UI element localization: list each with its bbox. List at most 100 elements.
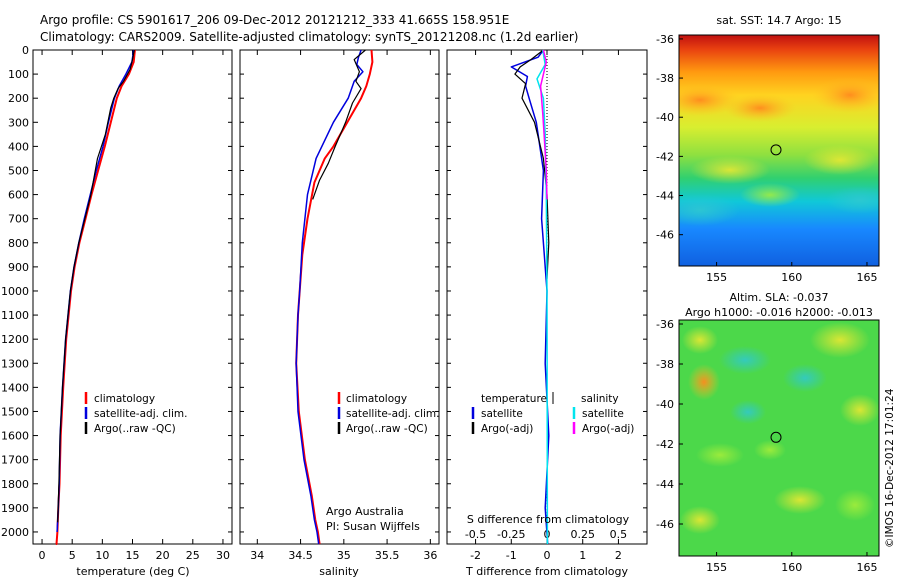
legend-argo-label: Argo(..raw -QC) <box>346 423 428 435</box>
depth-tick-label: 1800 <box>1 478 29 491</box>
sla-map-axes: 155 160 165 -36 -38 -40 -42 -44 -46 <box>656 318 877 574</box>
sst-cool-patch <box>679 194 740 226</box>
sla-high-patch <box>774 486 826 514</box>
depth-tick-label: 1200 <box>1 333 29 346</box>
map-y-tick-label: -40 <box>656 111 674 124</box>
salinity-panel: 34 34.5 35 35.5 36 <box>240 49 439 562</box>
depth-tick-label: 100 <box>8 68 29 81</box>
legend-salinity-header: salinity <box>581 393 619 405</box>
sla-low-patch <box>719 346 771 374</box>
figure-title-line2: Climatology: CARS2009. Satellite-adjuste… <box>40 30 578 44</box>
s-difference-axis-label: S difference from climatology <box>467 513 630 526</box>
difference-legend: temperature salinity satellite Argo(-adj… <box>471 392 634 435</box>
salinity-x-label: salinity <box>319 565 359 578</box>
temperature-x-label: temperature (deg C) <box>76 565 189 578</box>
s-difference-tick-label: 0.5 <box>610 528 628 541</box>
temperature-panel-frame <box>32 49 233 545</box>
sla-map-frame <box>678 319 880 557</box>
depth-tick-label: 900 <box>8 261 29 274</box>
map-x-tick-label: 160 <box>781 561 802 574</box>
sst-heatmap <box>679 35 879 266</box>
depth-tick-label: 1900 <box>1 502 29 515</box>
map-y-tick-label: -44 <box>656 478 674 491</box>
series-line-s-argo-adj <box>539 49 548 200</box>
difference-x-label: T difference from climatology <box>465 565 628 578</box>
map-y-tick-label: -42 <box>656 150 674 163</box>
depth-tick-label: 800 <box>8 237 29 250</box>
map-y-tick-label: -36 <box>656 33 674 46</box>
sla-low-patch <box>730 400 766 424</box>
x-tick-label: 35.5 <box>375 549 400 562</box>
s-difference-tick-label: 0.25 <box>570 528 595 541</box>
legend-climatology-label: climatology <box>346 393 407 405</box>
sla-mid-patch <box>754 440 786 460</box>
sla-high-patch <box>682 326 718 354</box>
depth-tick-label: 1300 <box>1 357 29 370</box>
map-y-tick-label: -44 <box>656 190 674 203</box>
legend-satellite-label: satellite-adj. clim. <box>94 408 187 420</box>
depth-tick-label: 600 <box>8 189 29 202</box>
legend-t-satellite-label: satellite <box>481 408 523 420</box>
sst-map-title: sat. SST: 14.7 Argo: 15 <box>716 14 841 27</box>
x-tick-label: 30 <box>216 549 230 562</box>
sla-high-patch <box>688 364 720 400</box>
difference-panel: -2 -1 0 1 2-0.5 -0.25 0 0.25 0.5 <box>447 49 647 562</box>
x-tick-label: 0 <box>544 549 551 562</box>
x-tick-label: 1 <box>579 549 586 562</box>
series-line-climatology <box>295 49 374 545</box>
map-y-tick-label: -36 <box>656 318 674 331</box>
depth-tick-label: 300 <box>8 116 29 129</box>
s-difference-tick-label: -0.5 <box>465 528 486 541</box>
series-line-climatology <box>55 49 136 545</box>
depth-tick-label: 1100 <box>1 309 29 322</box>
figure-title-line1: Argo profile: CS 5901617_206 09-Dec-2012… <box>40 13 509 27</box>
series-line-argo-raw-qc <box>312 49 366 200</box>
series-line-t-argo-adj <box>514 49 550 279</box>
imos-timestamp: ©IMOS 16-Dec-2012 17:01:24 <box>884 388 896 548</box>
legend-satellite-label: satellite-adj. clim. <box>346 408 439 420</box>
salinity-legend: climatology satellite-adj. clim. Argo(..… <box>337 392 439 435</box>
x-tick-label: 35 <box>337 549 351 562</box>
series-line-s-satellite <box>536 49 549 545</box>
sla-high-patch <box>810 322 870 358</box>
s-difference-tick-label: -0.25 <box>497 528 525 541</box>
depth-tick-label: 400 <box>8 140 29 153</box>
depth-tick-label: 1700 <box>1 454 29 467</box>
argo-australia-label: Argo Australia <box>326 505 404 518</box>
map-y-tick-label: -40 <box>656 398 674 411</box>
x-tick-label: -1 <box>506 549 517 562</box>
x-tick-label: 34 <box>250 549 264 562</box>
legend-climatology-label: climatology <box>94 393 155 405</box>
temperature-legend: climatology satellite-adj. clim. Argo(..… <box>84 392 187 435</box>
sla-low-patch <box>783 364 827 392</box>
series-line-satellite-adj-clim <box>295 49 364 545</box>
depth-tick-label: 0 <box>22 44 29 57</box>
sst-mid-patch <box>804 145 876 175</box>
sla-map-title: Altim. SLA: -0.037 <box>729 291 828 304</box>
map-x-tick-label: 155 <box>706 271 727 284</box>
sla-argo-location-marker <box>770 431 782 443</box>
sla-high-patch <box>680 506 720 534</box>
legend-s-argo-label: Argo(-adj) <box>582 423 634 435</box>
map-y-tick-label: -42 <box>656 438 674 451</box>
x-tick-label: -2 <box>470 549 481 562</box>
depth-tick-label: 500 <box>8 164 29 177</box>
map-x-tick-label: 165 <box>856 271 877 284</box>
sla-mid-patch <box>696 443 744 467</box>
sst-warm-patch <box>812 77 879 113</box>
sst-map-frame <box>678 34 880 267</box>
sla-heatmap <box>679 320 879 556</box>
x-tick-label: 36 <box>423 549 437 562</box>
depth-tick-label: 200 <box>8 92 29 105</box>
temperature-panel: 0 5 10 15 20 25 30 <box>39 49 232 562</box>
legend-temperature-header: temperature <box>481 393 547 405</box>
x-tick-label: 10 <box>95 549 109 562</box>
x-tick-label: 5 <box>69 549 76 562</box>
salinity-panel-frame <box>239 49 440 545</box>
map-y-tick-label: -46 <box>656 518 674 531</box>
depth-axis: 0 100 200 300 400 500 600 700 800 900 1000 1100 1200… <box>1 44 38 539</box>
sst-cool-patch <box>826 186 879 214</box>
depth-tick-label: 2000 <box>1 526 29 539</box>
sst-map-axes: 155 160 165 -36 -38 -40 -42 -44 -46 <box>656 33 877 284</box>
x-tick-label: 0 <box>39 549 46 562</box>
